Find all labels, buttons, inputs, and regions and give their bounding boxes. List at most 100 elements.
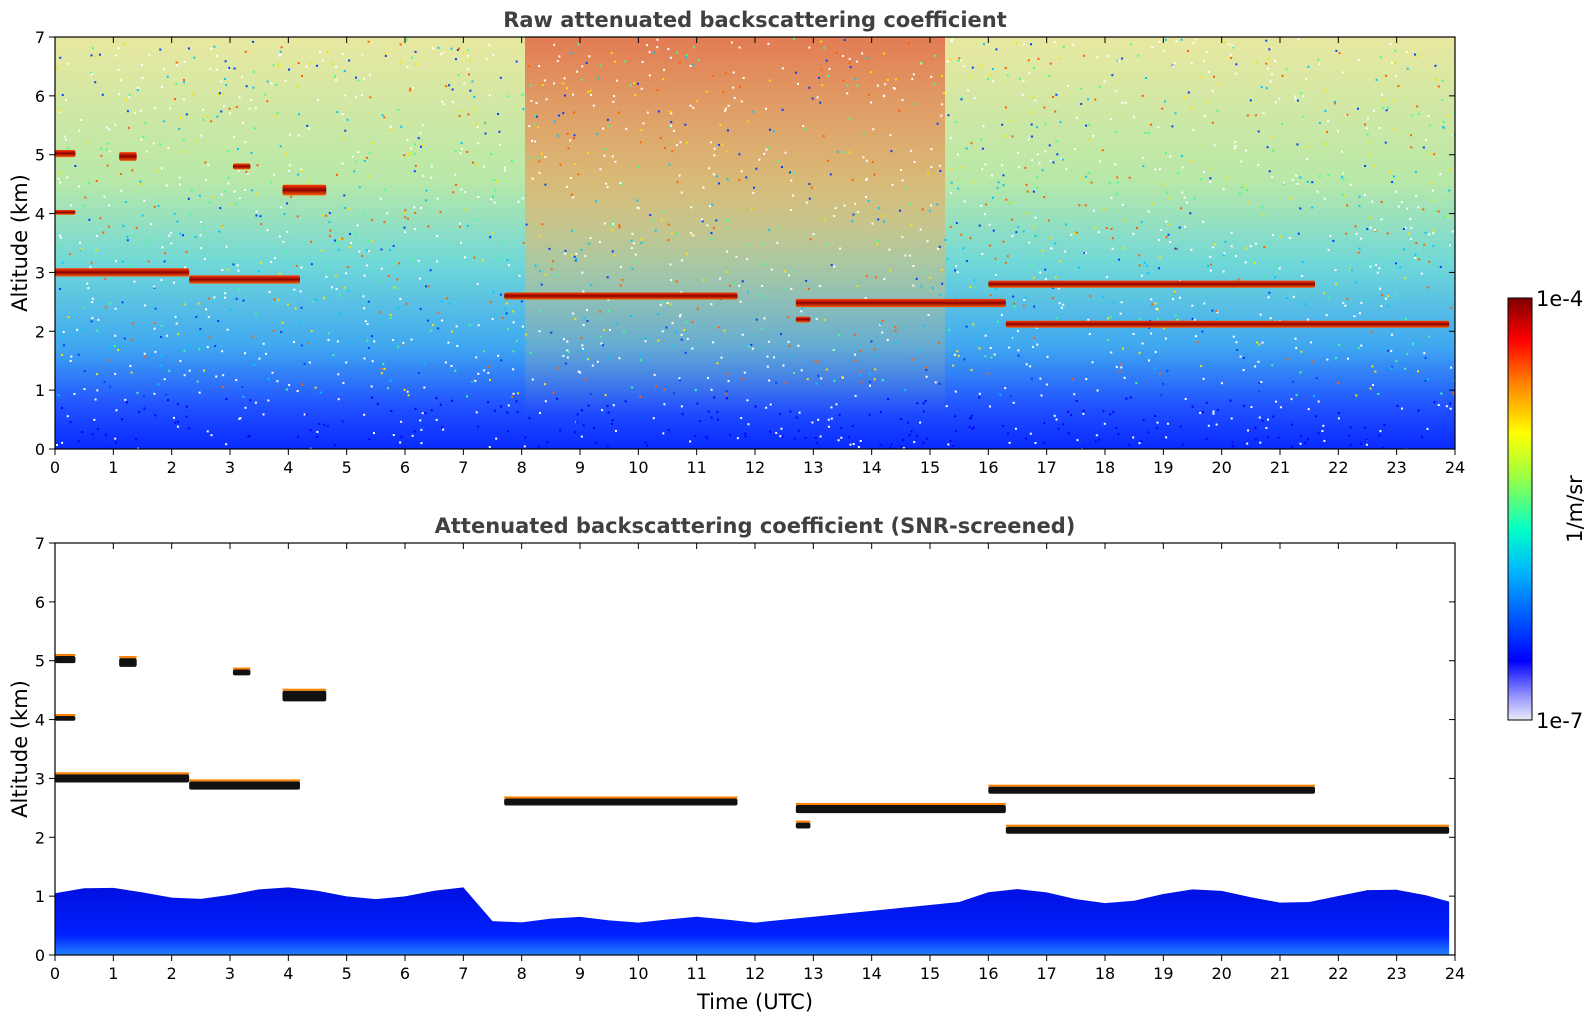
noise-pixel bbox=[1245, 149, 1248, 152]
noise-pixel bbox=[586, 320, 589, 323]
noise-pixel bbox=[1365, 438, 1368, 441]
noise-pixel bbox=[544, 273, 547, 276]
noise-pixel bbox=[450, 365, 453, 368]
noise-pixel bbox=[1117, 60, 1120, 63]
noise-pixel bbox=[738, 153, 741, 156]
noise-pixel bbox=[208, 336, 211, 339]
noise-pixel bbox=[1452, 134, 1455, 137]
noise-pixel bbox=[1067, 410, 1070, 413]
noise-pixel bbox=[1395, 294, 1398, 297]
noise-pixel bbox=[297, 134, 300, 137]
noise-pixel bbox=[792, 194, 795, 197]
noise-pixel bbox=[59, 234, 62, 237]
noise-pixel bbox=[1048, 144, 1051, 147]
noise-pixel bbox=[1214, 243, 1217, 246]
noise-pixel bbox=[585, 357, 588, 360]
noise-pixel bbox=[694, 389, 697, 392]
noise-pixel bbox=[497, 112, 500, 115]
noise-pixel bbox=[242, 299, 245, 302]
noise-pixel bbox=[1044, 150, 1047, 153]
noise-pixel bbox=[1154, 351, 1157, 354]
noise-pixel bbox=[1000, 314, 1003, 317]
noise-pixel bbox=[1181, 191, 1184, 194]
noise-pixel bbox=[1141, 156, 1144, 159]
screened-cloud-layers bbox=[55, 654, 1450, 834]
noise-pixel bbox=[1018, 166, 1021, 169]
noise-pixel bbox=[804, 437, 807, 440]
noise-pixel bbox=[299, 321, 302, 324]
noise-pixel bbox=[1091, 361, 1094, 364]
noise-pixel bbox=[1393, 128, 1396, 131]
noise-pixel bbox=[1142, 418, 1145, 421]
noise-pixel bbox=[1312, 360, 1315, 363]
noise-pixel bbox=[1050, 247, 1053, 250]
noise-pixel bbox=[409, 87, 412, 90]
noise-pixel bbox=[1414, 171, 1417, 174]
raw-panel: Raw attenuated backscattering coefficien… bbox=[8, 8, 1465, 477]
noise-pixel bbox=[419, 277, 422, 280]
noise-pixel bbox=[751, 347, 754, 350]
noise-pixel bbox=[837, 333, 840, 336]
noise-pixel bbox=[706, 437, 709, 440]
noise-pixel bbox=[1016, 151, 1019, 154]
noise-pixel bbox=[1196, 341, 1199, 344]
noise-pixel bbox=[234, 203, 237, 206]
noise-pixel bbox=[742, 76, 745, 79]
noise-pixel bbox=[225, 398, 228, 401]
noise-pixel bbox=[464, 191, 467, 194]
noise-pixel bbox=[252, 86, 255, 89]
noise-pixel bbox=[89, 266, 92, 269]
noise-pixel bbox=[1067, 432, 1070, 435]
noise-pixel bbox=[1319, 174, 1322, 177]
noise-pixel bbox=[126, 110, 129, 113]
noise-pixel bbox=[1300, 92, 1303, 95]
noise-pixel bbox=[958, 57, 961, 60]
cloud-layer-edge bbox=[119, 656, 137, 659]
noise-pixel bbox=[380, 372, 383, 375]
noise-pixel bbox=[487, 401, 490, 404]
noise-pixel bbox=[163, 378, 166, 381]
noise-pixel bbox=[985, 203, 988, 206]
noise-pixel bbox=[1085, 252, 1088, 255]
noise-pixel bbox=[182, 98, 185, 101]
x-tick-label: 18 bbox=[1095, 964, 1115, 983]
noise-pixel bbox=[1049, 159, 1052, 162]
noise-pixel bbox=[1404, 226, 1407, 229]
noise-pixel bbox=[139, 109, 142, 112]
noise-pixel bbox=[256, 164, 259, 167]
noise-pixel bbox=[901, 99, 904, 102]
noise-pixel bbox=[493, 409, 496, 412]
noise-pixel bbox=[159, 143, 162, 146]
cloud-layer-edge bbox=[988, 784, 1315, 787]
noise-pixel bbox=[614, 160, 617, 163]
x-tick-label: 3 bbox=[225, 458, 235, 477]
noise-pixel bbox=[336, 111, 339, 114]
noise-pixel bbox=[930, 148, 933, 151]
noise-pixel bbox=[911, 358, 914, 361]
noise-pixel bbox=[1077, 266, 1080, 269]
noise-pixel bbox=[305, 65, 308, 68]
noise-pixel bbox=[616, 79, 619, 82]
noise-pixel bbox=[614, 60, 617, 63]
noise-pixel bbox=[109, 385, 112, 388]
noise-pixel bbox=[330, 286, 333, 289]
noise-pixel bbox=[1057, 427, 1060, 430]
noise-pixel bbox=[692, 234, 695, 237]
x-tick-label: 9 bbox=[575, 458, 585, 477]
noise-pixel bbox=[922, 271, 925, 274]
noise-pixel bbox=[468, 73, 471, 76]
noise-pixel bbox=[297, 113, 300, 116]
noise-pixel bbox=[704, 435, 707, 438]
noise-pixel bbox=[936, 247, 939, 250]
noise-pixel bbox=[1379, 430, 1382, 433]
noise-pixel bbox=[1098, 86, 1101, 89]
noise-pixel bbox=[174, 315, 177, 318]
noise-pixel bbox=[1439, 173, 1442, 176]
noise-pixel bbox=[454, 369, 457, 372]
noise-pixel bbox=[715, 219, 718, 222]
noise-pixel bbox=[667, 48, 670, 51]
noise-pixel bbox=[1437, 404, 1440, 407]
noise-pixel bbox=[279, 145, 282, 148]
noise-pixel bbox=[182, 234, 185, 237]
noise-pixel bbox=[925, 368, 928, 371]
